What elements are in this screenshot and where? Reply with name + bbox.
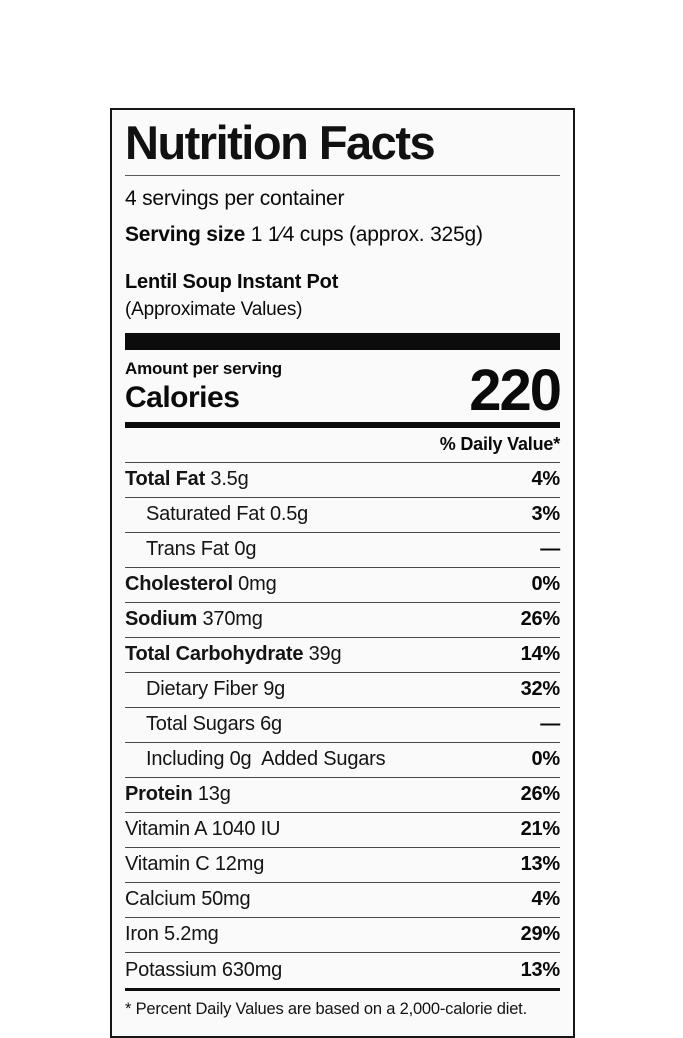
- serving-size-line: Serving size 1 1⁄4 cups (approx. 325g): [125, 211, 560, 247]
- product-note: (Approximate Values): [125, 298, 303, 320]
- nutrient-row: Total Fat 3.5g 4%: [125, 463, 560, 498]
- daily-value: 26%: [520, 783, 561, 806]
- nutrient-row: Total Sugars 6g —: [125, 708, 560, 743]
- nutrient-name: Potassium 630mg: [125, 958, 283, 981]
- nutrient-row: Vitamin A 1040 IU 21%: [125, 813, 560, 848]
- daily-value: 3%: [531, 503, 560, 526]
- daily-value-header: % Daily Value*: [125, 428, 560, 463]
- calories-section: Amount per serving Calories 220: [125, 350, 562, 424]
- nutrient-name: Vitamin C 12mg: [125, 853, 265, 876]
- serving-size-label: Serving size: [125, 222, 246, 246]
- nutrient-row: Iron 5.2mg 29%: [125, 918, 560, 953]
- nutrient-name: Dietary Fiber 9g: [146, 678, 286, 701]
- nutrient-name: Trans Fat 0g: [146, 538, 257, 561]
- footnote: * Percent Daily Values are based on a 2,…: [125, 999, 527, 1018]
- daily-value: 13%: [520, 853, 561, 876]
- nutrient-name: Sodium 370mg: [125, 608, 263, 631]
- nutrient-row: Trans Fat 0g —: [125, 533, 560, 568]
- nutrient-name: Iron 5.2mg: [125, 923, 219, 946]
- nutrient-row: Calcium 50mg 4%: [125, 883, 560, 918]
- servings-per-container: 4 servings per container: [125, 186, 345, 210]
- amount-per-serving-label: Amount per serving: [125, 358, 282, 378]
- nutrient-name: Calcium 50mg: [125, 888, 251, 911]
- nutrient-name: Total Fat 3.5g: [125, 468, 249, 491]
- nutrient-name: Cholesterol 0mg: [125, 573, 277, 596]
- daily-value: 0%: [531, 748, 560, 771]
- daily-value: 14%: [520, 643, 561, 666]
- nutrient-row: Cholesterol 0mg 0%: [125, 568, 560, 603]
- footnote-divider: [125, 987, 560, 991]
- nutrient-row: Protein 13g 26%: [125, 778, 560, 813]
- daily-value: 29%: [520, 923, 561, 946]
- nutrient-name: Including 0g Added Sugars: [146, 748, 386, 771]
- daily-value: 26%: [520, 608, 561, 631]
- daily-value: 0%: [531, 573, 560, 596]
- daily-value: 4%: [531, 888, 560, 911]
- nutrient-name: Total Carbohydrate 39g: [125, 643, 342, 666]
- title-divider: [125, 174, 560, 176]
- daily-value: —: [540, 713, 560, 736]
- nutrient-row: Including 0g Added Sugars 0%: [125, 743, 560, 778]
- nutrient-row: Potassium 630mg 13%: [125, 953, 560, 988]
- nutrient-row: Vitamin C 12mg 13%: [125, 848, 560, 883]
- daily-value: 32%: [520, 678, 561, 701]
- daily-value: 21%: [520, 818, 561, 841]
- daily-value: 4%: [531, 468, 560, 491]
- nutrient-row: Total Carbohydrate 39g 14%: [125, 638, 560, 673]
- label-title: Nutrition Facts: [125, 116, 436, 169]
- serving-size-value: 1 1⁄4 cups (approx. 325g): [250, 222, 483, 246]
- nutrient-name: Vitamin A 1040 IU: [125, 818, 281, 841]
- thick-divider-bar: [125, 332, 560, 350]
- daily-value: —: [540, 538, 560, 561]
- nutrient-name: Protein 13g: [125, 783, 231, 806]
- nutrient-rows: Total Fat 3.5g 4% Saturated Fat 0.5g 3% Tran…: [125, 463, 560, 988]
- medium-divider-bar: [125, 421, 560, 428]
- nutrient-row: Sodium 370mg 26%: [125, 603, 560, 638]
- nutrient-name: Total Sugars 6g: [146, 713, 282, 736]
- nutrient-row: Saturated Fat 0.5g 3%: [125, 498, 560, 533]
- calories-label: Calories: [125, 380, 240, 414]
- product-name: Lentil Soup Instant Pot: [125, 270, 339, 293]
- nutrition-facts-label: Nutrition Facts 4 servings per container…: [110, 108, 575, 1038]
- calories-value: 220: [469, 358, 562, 424]
- nutrient-row: Dietary Fiber 9g 32%: [125, 673, 560, 708]
- daily-value: 13%: [520, 958, 561, 981]
- nutrient-name: Saturated Fat 0.5g: [146, 503, 309, 526]
- calories-left-column: Amount per serving Calories: [125, 359, 282, 415]
